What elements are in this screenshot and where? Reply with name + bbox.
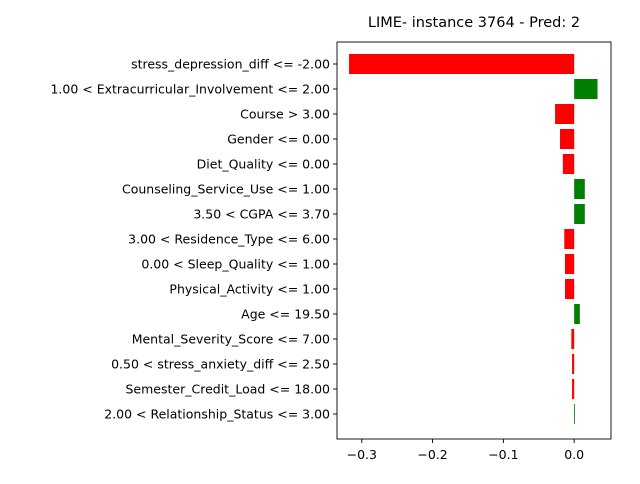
y-tick-label-4: Diet_Quality <= 0.00 xyxy=(197,157,330,172)
y-tick-label-10: Age <= 19.50 xyxy=(241,307,330,322)
y-tick-label-12: 0.50 < stress_anxiety_diff <= 2.50 xyxy=(111,357,330,372)
bar-12 xyxy=(572,354,575,374)
y-tick-label-0: stress_depression_diff <= -2.00 xyxy=(131,57,330,72)
bar-1 xyxy=(574,79,598,99)
y-tick-labels: stress_depression_diff <= -2.00 1.00 < Ex… xyxy=(50,57,337,422)
bar-8 xyxy=(564,254,575,274)
bar-0 xyxy=(349,54,575,74)
bars-layer xyxy=(349,54,598,424)
y-tick-label-1: 1.00 < Extracurricular_Involvement <= 2.… xyxy=(50,82,330,97)
x-ticks: −0.3 −0.2 −0.1 0.0 xyxy=(347,439,584,462)
y-tick-label-3: Gender <= 0.00 xyxy=(227,132,330,147)
y-tick-label-8: 0.00 < Sleep_Quality <= 1.00 xyxy=(141,257,330,272)
x-tick-label-2: −0.1 xyxy=(488,447,518,462)
y-tick-label-13: Semester_Credit_Load <= 18.00 xyxy=(126,382,331,397)
x-tick-label-3: 0.0 xyxy=(564,447,584,462)
bar-7 xyxy=(564,229,575,249)
bar-10 xyxy=(574,304,580,324)
bar-11 xyxy=(571,329,575,349)
y-tick-label-14: 2.00 < Relationship_Status <= 3.00 xyxy=(104,407,330,422)
y-tick-label-6: 3.50 < CGPA <= 3.70 xyxy=(193,207,330,222)
y-tick-label-11: Mental_Severity_Score <= 7.00 xyxy=(132,332,330,347)
bar-9 xyxy=(564,279,575,299)
x-tick-label-1: −0.2 xyxy=(417,447,447,462)
y-tick-label-5: Counseling_Service_Use <= 1.00 xyxy=(122,182,330,197)
y-tick-label-7: 3.00 < Residence_Type <= 6.00 xyxy=(128,232,330,247)
x-tick-label-0: −0.3 xyxy=(347,447,377,462)
bar-6 xyxy=(574,204,585,224)
chart-title: LIME- instance 3764 - Pred: 2 xyxy=(368,15,580,31)
bar-4 xyxy=(562,154,575,174)
bar-3 xyxy=(560,129,575,149)
bar-2 xyxy=(555,104,575,124)
y-tick-label-2: Course > 3.00 xyxy=(240,107,330,122)
bar-13 xyxy=(572,379,575,399)
bar-5 xyxy=(574,179,585,199)
plot-frame xyxy=(336,41,612,440)
bar-14 xyxy=(574,404,575,424)
y-tick-label-9: Physical_Activity <= 1.00 xyxy=(169,282,330,297)
